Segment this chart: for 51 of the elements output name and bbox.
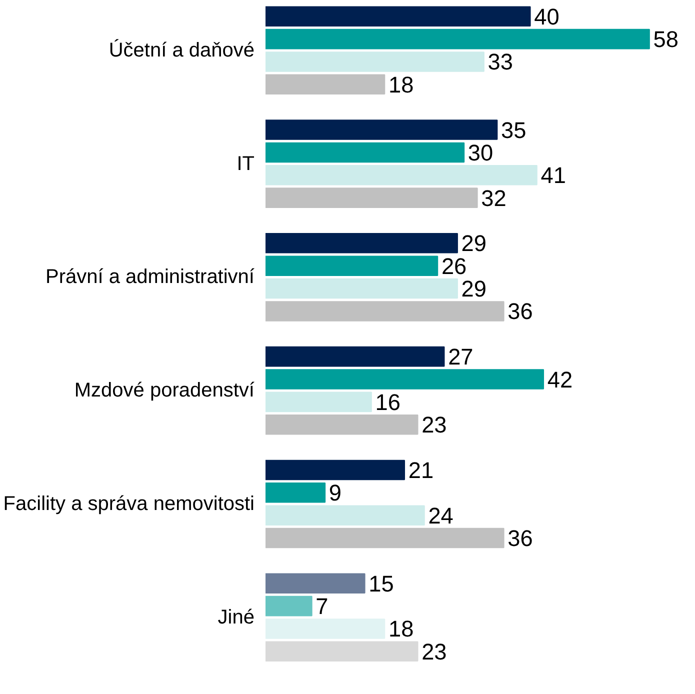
data-label: 58 xyxy=(653,26,678,52)
bar xyxy=(266,74,386,95)
bar xyxy=(266,28,650,50)
bar xyxy=(266,164,538,186)
data-label: 35 xyxy=(501,116,526,143)
data-label: 7 xyxy=(316,593,328,620)
data-label: 24 xyxy=(428,502,454,528)
bar xyxy=(266,482,326,503)
bar xyxy=(266,392,372,412)
y-tick-label: Facility a správa nemovitosti xyxy=(3,492,254,515)
data-label: 33 xyxy=(488,48,513,75)
data-label: 23 xyxy=(422,638,447,664)
data-label: 21 xyxy=(408,456,434,483)
data-label: 18 xyxy=(388,71,414,98)
bar xyxy=(266,618,386,639)
bar xyxy=(266,596,312,616)
data-label: 36 xyxy=(508,298,533,324)
bar xyxy=(266,256,438,276)
y-tick-label: Jiné xyxy=(218,606,255,628)
bar xyxy=(266,233,458,254)
data-label: 18 xyxy=(388,616,414,642)
bar xyxy=(266,142,465,163)
data-label: 23 xyxy=(422,412,447,438)
data-label: 32 xyxy=(481,184,506,211)
bar xyxy=(266,573,366,594)
bar xyxy=(266,369,544,390)
bar xyxy=(266,505,425,526)
bar xyxy=(266,346,445,367)
data-label: 40 xyxy=(534,3,560,30)
data-label: 9 xyxy=(328,480,342,506)
y-tick-label: IT xyxy=(236,152,255,175)
y-tick-label: Právní a administrativní xyxy=(46,266,255,288)
bar xyxy=(266,301,504,322)
data-label: 30 xyxy=(468,139,494,166)
bar xyxy=(266,528,504,548)
y-tick-label: Účetní a daňové xyxy=(108,38,254,62)
bar xyxy=(266,6,531,27)
data-label: 36 xyxy=(508,525,533,552)
data-label: 16 xyxy=(375,388,400,415)
data-label: 42 xyxy=(547,366,573,392)
bar xyxy=(266,641,418,662)
data-label: 27 xyxy=(448,344,474,370)
bar xyxy=(266,460,406,480)
bar xyxy=(266,120,498,140)
y-tick-label: Mzdové poradenství xyxy=(74,380,255,402)
bar xyxy=(266,188,478,208)
data-label: 15 xyxy=(368,570,394,596)
data-label: 41 xyxy=(540,162,566,188)
bar xyxy=(266,278,458,299)
bar xyxy=(266,52,484,72)
bar xyxy=(266,414,418,435)
